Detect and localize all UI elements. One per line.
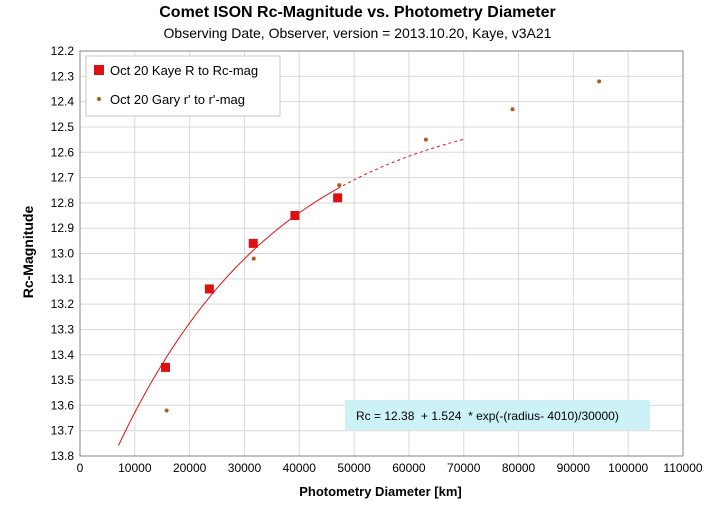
y-tick-label: 12.4: [51, 95, 75, 109]
data-point-gary: [164, 408, 169, 413]
y-tick-label: 13.3: [51, 322, 75, 336]
data-point-kaye: [161, 362, 171, 372]
x-tick-label: 70000: [447, 461, 481, 475]
y-tick-label: 12.3: [51, 69, 75, 83]
legend-label-kaye: Oct 20 Kaye R to Rc-mag: [110, 63, 258, 78]
y-tick-label: 13.2: [51, 297, 75, 311]
y-tick-label: 13.1: [51, 272, 75, 286]
y-tick-label: 12.6: [51, 145, 75, 159]
y-tick-label: 13.7: [51, 424, 75, 438]
x-tick-label: 110000: [663, 461, 702, 475]
data-point-gary: [597, 79, 602, 84]
data-points: [161, 79, 602, 413]
x-tick-label: 40000: [283, 461, 317, 475]
data-point-kaye: [248, 238, 258, 248]
y-axis-label: Rc-Magnitude: [20, 205, 36, 299]
tick-labels: 0 10000 20000 30000 40000 50000 60000 70000 8000…: [51, 44, 703, 475]
x-tick-label: 90000: [557, 461, 591, 475]
data-point-kaye: [204, 284, 214, 294]
data-point-gary: [337, 183, 342, 188]
fit-curve-solid: [117, 188, 338, 446]
y-tick-label: 12.7: [51, 171, 75, 185]
x-tick-label: 30000: [228, 461, 262, 475]
data-point-gary: [423, 137, 428, 142]
x-tick-label: 10000: [118, 461, 152, 475]
legend-marker-gary: [97, 97, 101, 101]
y-tick-label: 12.2: [51, 44, 75, 58]
y-tick-label: 13.4: [51, 348, 75, 362]
x-tick-label: 100000: [608, 461, 648, 475]
chart-subtitle: Observing Date, Observer, version = 2013…: [163, 25, 552, 41]
x-tick-label: 20000: [173, 461, 207, 475]
y-tick-label: 13.0: [51, 247, 75, 261]
chart-title: Comet ISON Rc-Magnitude vs. Photometry D…: [159, 4, 556, 21]
y-tick-label: 13.5: [51, 373, 75, 387]
data-point-gary: [510, 107, 515, 112]
data-point-gary: [251, 256, 256, 261]
fit-equation: Rc = 12.38 + 1.524 * exp(-(radius- 4010)…: [356, 409, 619, 423]
data-point-kaye: [290, 211, 300, 221]
x-axis-label: Photometry Diameter [km]: [299, 484, 462, 499]
y-tick-label: 12.5: [51, 120, 75, 134]
y-tick-label: 12.8: [51, 196, 75, 210]
x-tick-label: 50000: [337, 461, 371, 475]
x-tick-label: 80000: [502, 461, 536, 475]
legend-label-gary: Oct 20 Gary r' to r'-mag: [110, 92, 245, 107]
x-tick-label: 60000: [392, 461, 426, 475]
fit-curve: [117, 138, 464, 446]
legend: Oct 20 Kaye R to Rc-mag Oct 20 Gary r' t…: [85, 55, 281, 117]
x-tick-label: 0: [77, 461, 84, 475]
legend-box: [85, 55, 281, 117]
plot-border: [79, 50, 684, 457]
y-tick-label: 13.8: [51, 449, 75, 463]
fit-equation-box: Rc = 12.38 + 1.524 * exp(-(radius- 4010)…: [345, 400, 650, 430]
y-tick-label: 12.9: [51, 221, 75, 235]
equation-background: [345, 400, 650, 430]
data-point-kaye: [333, 193, 343, 203]
legend-marker-kaye: [94, 65, 104, 75]
y-tick-label: 13.6: [51, 398, 75, 412]
